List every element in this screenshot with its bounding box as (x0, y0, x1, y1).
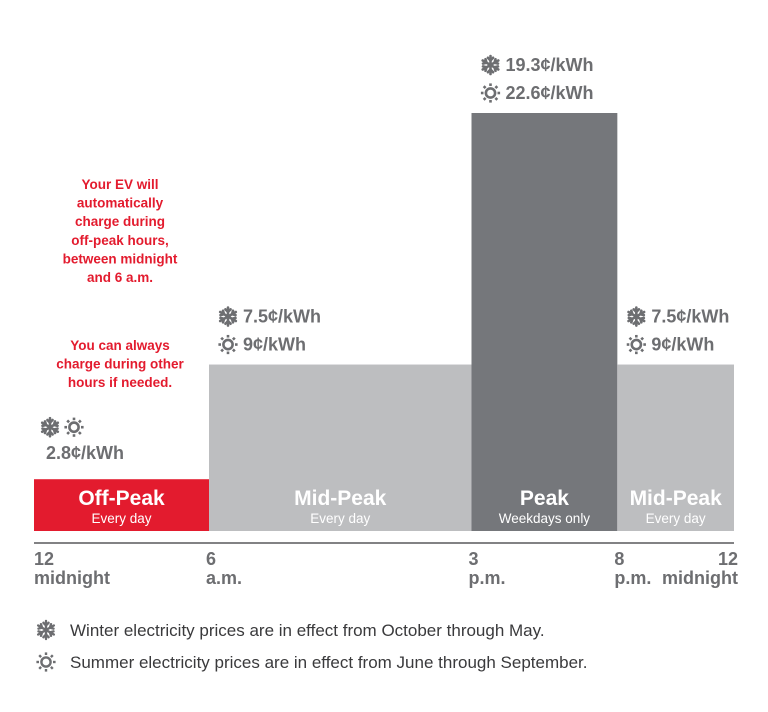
bar-name-label: Peak (520, 487, 569, 510)
bar-subtitle-label: Weekdays only (499, 511, 591, 526)
sun-icon (35, 651, 57, 673)
x-tick-label: midnight (662, 568, 738, 588)
x-tick-label: 6 (206, 549, 216, 569)
annotation-text: Your EV will (81, 177, 158, 192)
x-tick-label: 12 (34, 549, 54, 569)
legend-text: Winter electricity prices are in effect … (70, 621, 545, 640)
bar-peak (471, 113, 618, 531)
bar-name-label: Mid-Peak (630, 487, 723, 510)
x-tick-label: 3 (469, 549, 479, 569)
bar-subtitle-label: Every day (310, 511, 370, 526)
winter-price-label: 7.5¢/kWh (243, 307, 321, 327)
x-tick-label: 12 (718, 549, 738, 569)
legend-text: Summer electricity prices are in effect … (70, 653, 587, 672)
bar-name-label: Mid-Peak (294, 487, 387, 510)
annotation-text: You can always (70, 338, 170, 353)
summer-price-label: 22.6¢/kWh (506, 83, 594, 103)
bar-subtitle-label: Every day (646, 511, 706, 526)
bar-mid-peak (209, 364, 472, 531)
annotation-text: between midnight (63, 251, 178, 266)
sun-icon (217, 333, 239, 356)
snowflake-icon (218, 306, 238, 327)
sun-icon (479, 82, 502, 104)
bar-off-peak (34, 479, 209, 531)
annotation-text: off-peak hours, (71, 233, 169, 248)
price-label: 2.8¢/kWh (46, 443, 124, 463)
annotation-text: and 6 a.m. (87, 270, 153, 285)
bar-subtitle-label: Every day (91, 511, 151, 526)
annotation-text: charge during other (56, 357, 184, 372)
x-tick-label: a.m. (206, 568, 242, 588)
x-tick-label: p.m. (614, 568, 651, 588)
annotation-text: automatically (77, 196, 164, 211)
annotation-text: charge during (75, 214, 165, 229)
bar-mid-peak (617, 364, 734, 531)
snowflake-icon (37, 619, 55, 641)
bar-name-label: Off-Peak (78, 487, 165, 510)
x-tick-label: p.m. (469, 568, 506, 588)
snowflake-icon (481, 54, 500, 76)
x-tick-label: midnight (34, 568, 110, 588)
sun-icon (63, 416, 85, 439)
sun-icon (625, 333, 648, 356)
x-tick-label: 8 (614, 549, 624, 569)
winter-price-label: 7.5¢/kWh (651, 307, 729, 327)
snowflake-icon (627, 306, 646, 327)
summer-price-label: 9¢/kWh (651, 335, 714, 355)
winter-price-label: 19.3¢/kWh (506, 55, 594, 75)
snowflake-icon (40, 416, 60, 438)
summer-price-label: 9¢/kWh (243, 335, 306, 355)
annotation-text: hours if needed. (68, 375, 172, 390)
